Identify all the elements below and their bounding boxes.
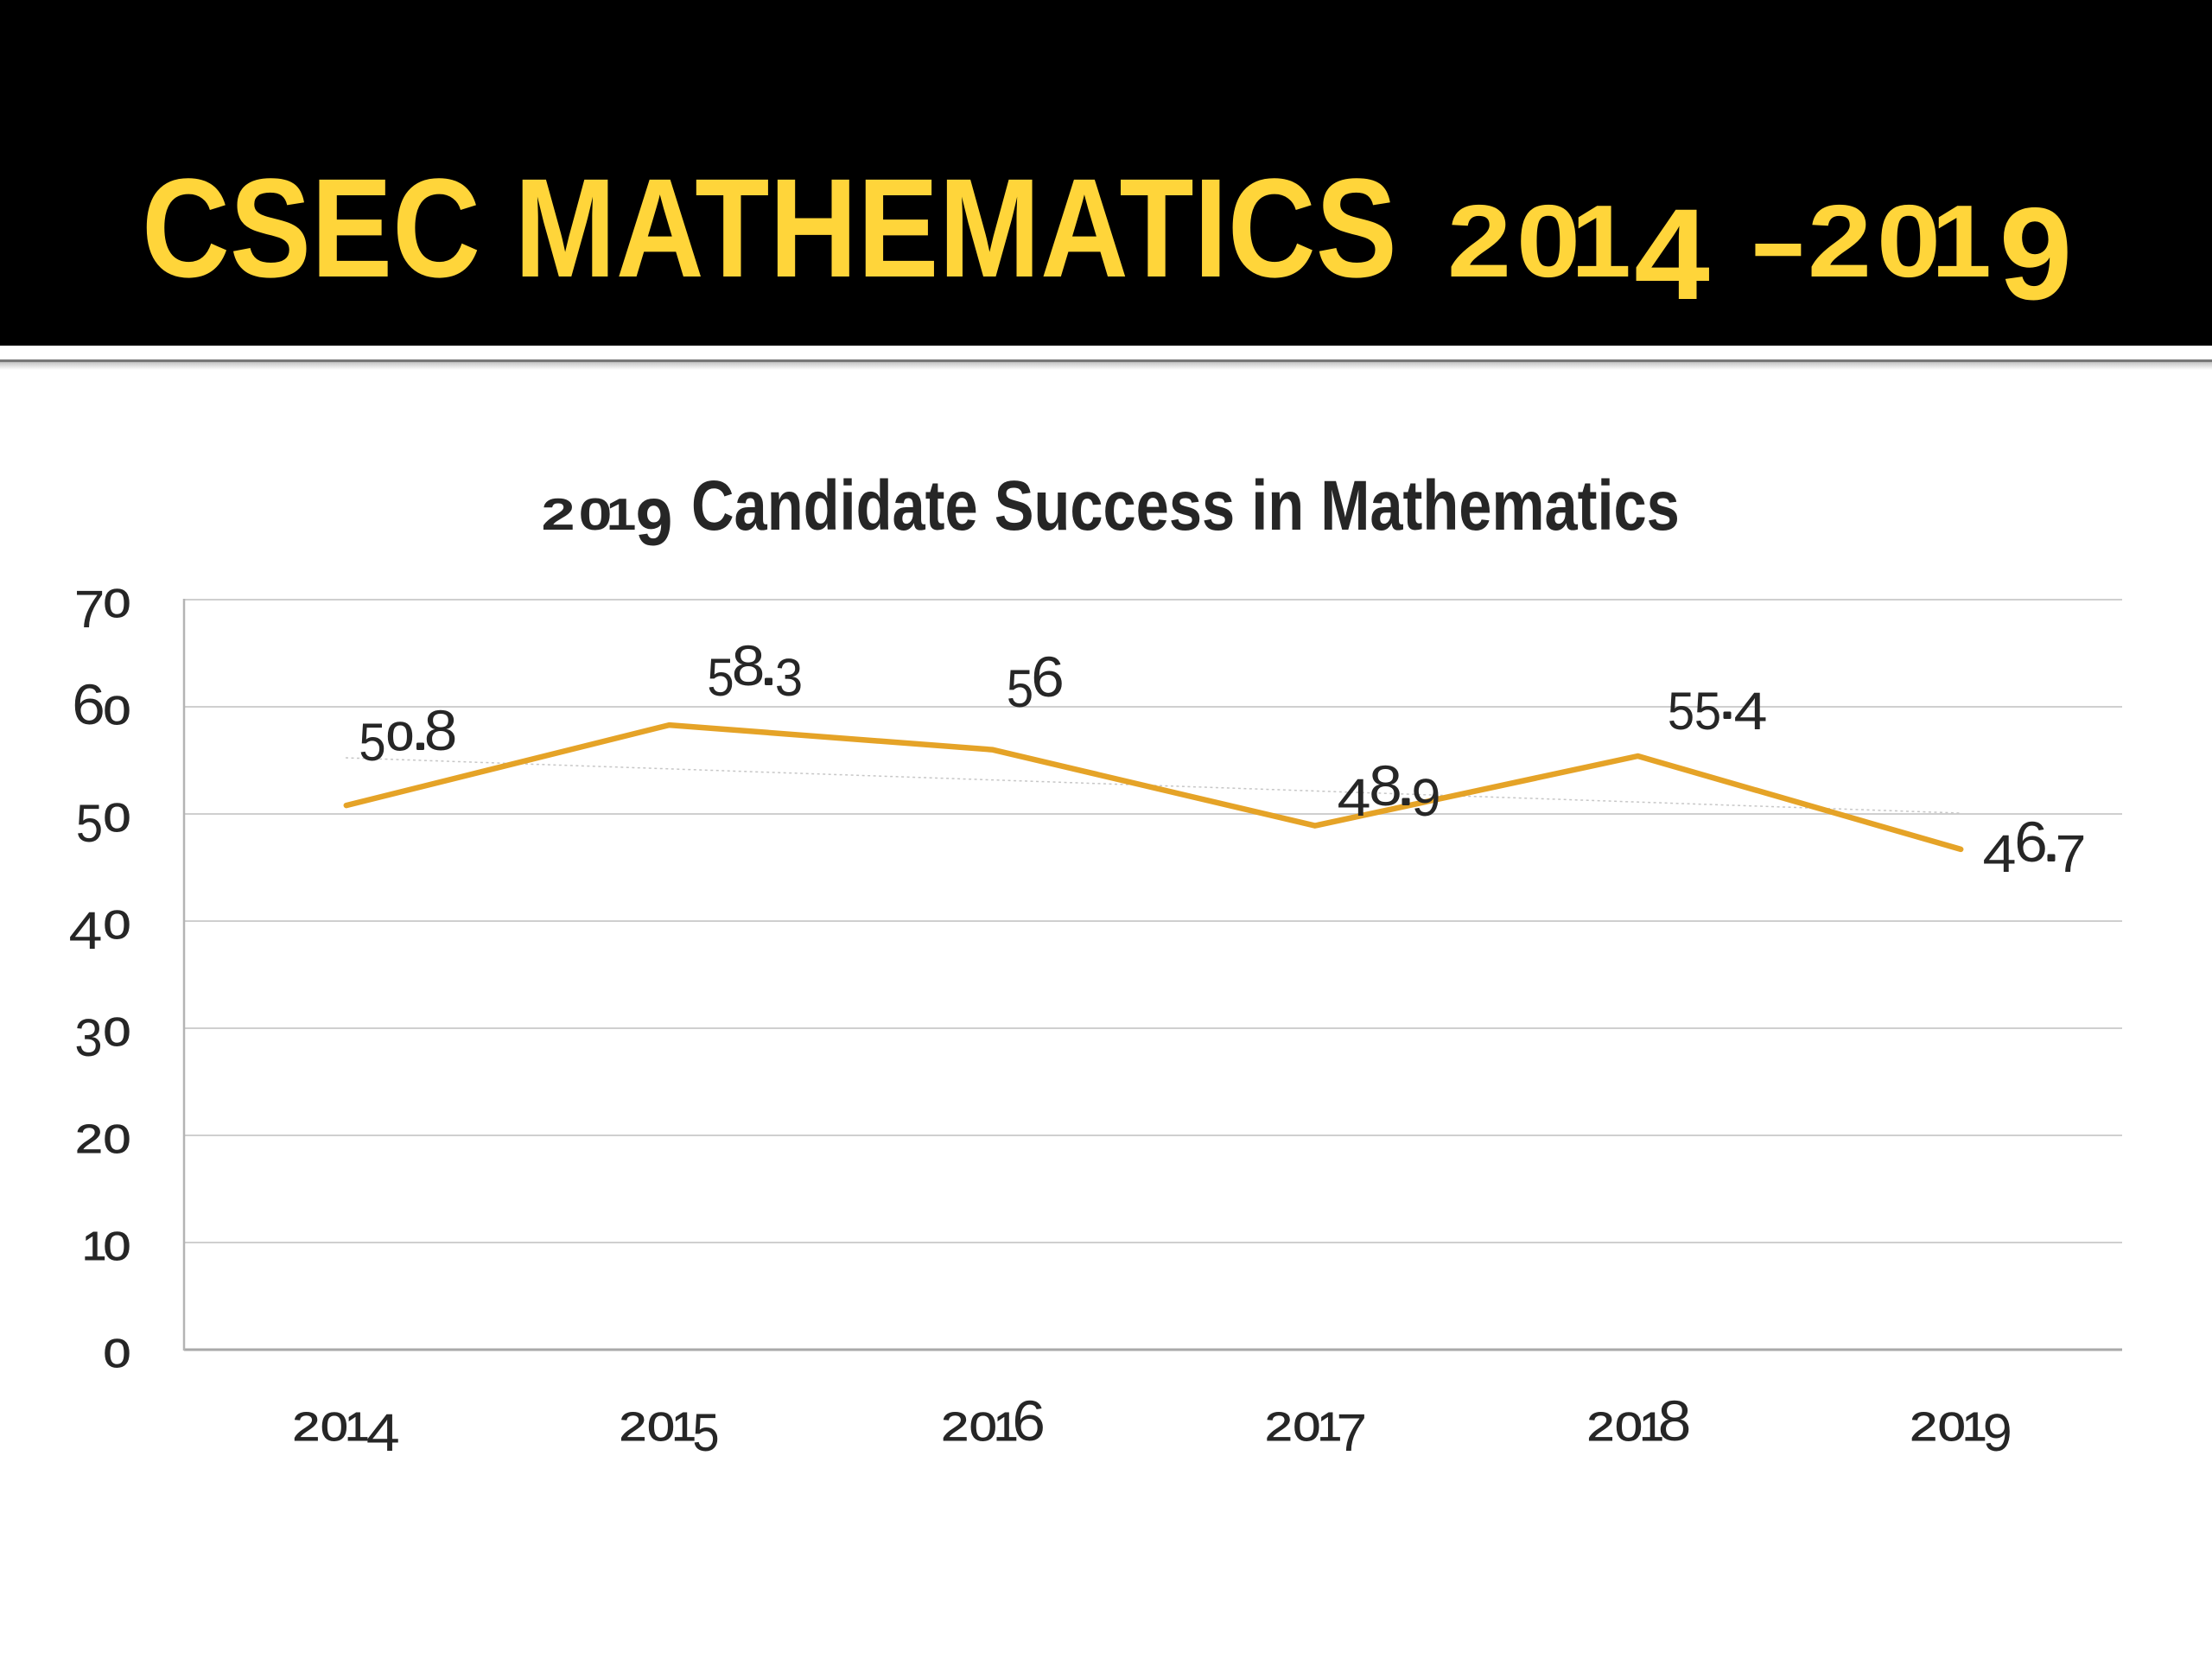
svg-text:0: 0 — [1938, 1404, 1966, 1448]
svg-text:0: 0 — [1516, 184, 1580, 299]
svg-text:CSEC MATHEMATICS: CSEC MATHEMATICS — [142, 150, 1397, 308]
svg-text:0: 0 — [578, 490, 612, 540]
svg-text:1: 1 — [1571, 184, 1630, 299]
svg-text:2: 2 — [292, 1404, 320, 1448]
svg-text:5: 5 — [1668, 683, 1694, 741]
svg-text:4: 4 — [366, 1402, 400, 1462]
svg-text:5: 5 — [76, 795, 103, 854]
svg-text:5: 5 — [707, 649, 734, 708]
svg-text:0: 0 — [104, 1116, 131, 1160]
svg-text:6: 6 — [2014, 810, 2048, 874]
svg-text:0: 0 — [647, 1404, 675, 1448]
svg-text:7: 7 — [2056, 824, 2087, 883]
svg-text:1: 1 — [1318, 1405, 1342, 1449]
svg-text:0: 0 — [104, 581, 131, 625]
svg-text:1: 1 — [1931, 184, 1991, 299]
svg-text:3: 3 — [74, 1008, 102, 1068]
svg-text:0: 0 — [104, 795, 131, 839]
svg-text:1: 1 — [607, 490, 637, 540]
svg-text:8: 8 — [1369, 754, 1402, 817]
svg-text:1: 1 — [1962, 1405, 1986, 1449]
svg-text:Candidate Success in Mathemati: Candidate Success in Mathematics — [691, 467, 1680, 545]
svg-text:2: 2 — [1265, 1404, 1293, 1448]
svg-text:1: 1 — [82, 1224, 106, 1268]
svg-text:6: 6 — [72, 673, 105, 736]
svg-text:9: 9 — [1999, 181, 2073, 327]
svg-text:8: 8 — [1658, 1389, 1692, 1452]
svg-text:5: 5 — [359, 714, 385, 772]
svg-text:0: 0 — [104, 1009, 131, 1053]
svg-text:2: 2 — [1447, 184, 1511, 299]
svg-text:0: 0 — [321, 1404, 348, 1448]
svg-text:4: 4 — [68, 900, 102, 960]
svg-text:-: - — [1748, 183, 1808, 298]
svg-text:1: 1 — [994, 1405, 1018, 1449]
svg-text:8: 8 — [732, 634, 766, 697]
svg-text:4: 4 — [1982, 823, 2016, 883]
svg-text:0: 0 — [386, 714, 414, 758]
svg-text:0: 0 — [104, 1331, 131, 1375]
svg-text:9: 9 — [1412, 768, 1441, 827]
svg-text:4: 4 — [1634, 181, 1710, 327]
svg-text:2: 2 — [1910, 1404, 1937, 1448]
svg-text:0: 0 — [104, 902, 131, 946]
svg-text:3: 3 — [775, 648, 803, 708]
svg-text:2: 2 — [1808, 184, 1872, 299]
svg-text:0: 0 — [1615, 1404, 1643, 1448]
svg-text:8: 8 — [424, 699, 458, 762]
svg-text:2: 2 — [541, 490, 575, 540]
svg-text:4: 4 — [1733, 681, 1767, 741]
svg-text:7: 7 — [74, 580, 105, 639]
svg-text:7: 7 — [1336, 1403, 1367, 1462]
svg-text:0: 0 — [1293, 1404, 1320, 1448]
svg-text:1: 1 — [1639, 1405, 1663, 1449]
svg-text:2: 2 — [620, 1404, 647, 1448]
svg-text:9: 9 — [1983, 1403, 2012, 1462]
svg-text:0: 0 — [1877, 184, 1941, 299]
svg-text:1: 1 — [345, 1405, 369, 1449]
svg-text:0: 0 — [104, 688, 131, 732]
svg-text:2: 2 — [941, 1404, 969, 1448]
svg-text:6: 6 — [1031, 645, 1065, 709]
svg-text:1: 1 — [671, 1405, 696, 1449]
svg-text:2: 2 — [75, 1116, 103, 1160]
svg-text:0: 0 — [969, 1404, 997, 1448]
svg-text:5: 5 — [692, 1404, 719, 1463]
svg-text:9: 9 — [636, 486, 673, 560]
svg-text:5: 5 — [1007, 660, 1033, 719]
svg-text:4: 4 — [1337, 767, 1370, 827]
svg-text:5: 5 — [1694, 683, 1721, 741]
svg-text:2: 2 — [1587, 1404, 1615, 1448]
svg-text:0: 0 — [104, 1224, 131, 1268]
svg-text:6: 6 — [1012, 1389, 1046, 1452]
